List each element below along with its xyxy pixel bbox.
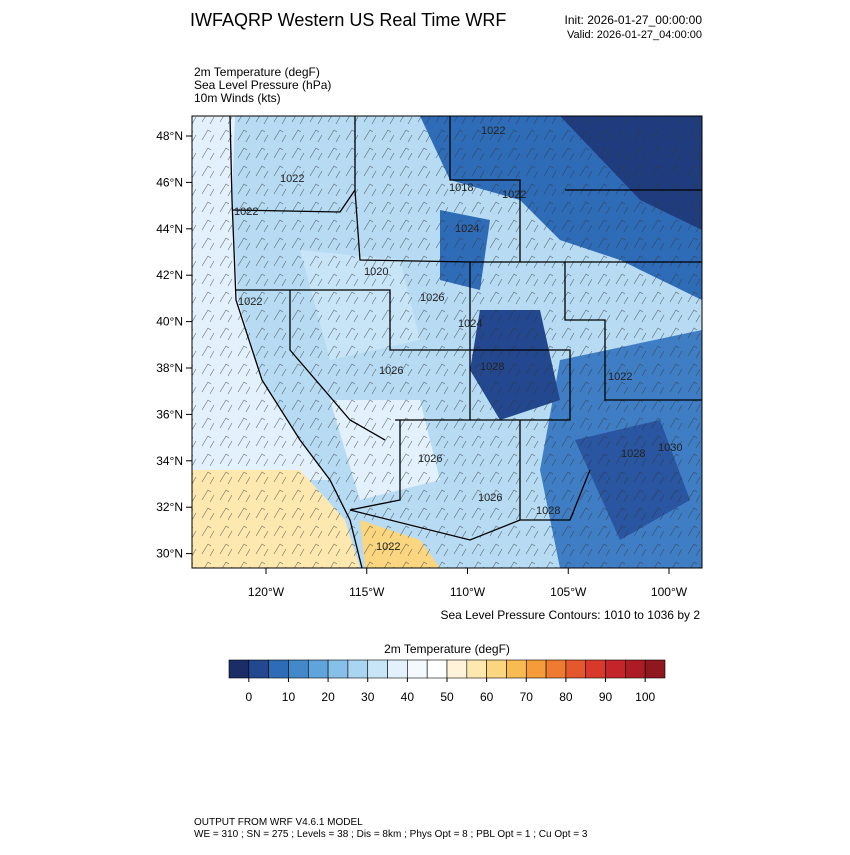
- colorbar-box: [228, 659, 250, 679]
- contour-label: 1026: [418, 453, 442, 465]
- colorbar-box: [585, 659, 606, 679]
- lat-tick-label: 40°N: [156, 315, 183, 329]
- footer: OUTPUT FROM WRF V4.6.1 MODEL: [194, 817, 363, 828]
- colorbar-box: [307, 659, 329, 679]
- contour-label: 1026: [420, 292, 444, 304]
- colorbar-box: [605, 659, 626, 679]
- contour-label: 1018: [449, 182, 473, 194]
- colorbar-box: [486, 659, 507, 679]
- colorbar-box: [387, 659, 408, 679]
- colorbar-box: [545, 659, 567, 679]
- lon-tick-label: 115°W: [349, 585, 385, 599]
- colorbar-box: [565, 659, 587, 679]
- contour-label: 1024: [458, 318, 482, 330]
- contour-label: 1022: [238, 296, 262, 308]
- map-frame: [191, 115, 703, 569]
- contour-label: 1024: [455, 223, 479, 235]
- contour-label: 1022: [280, 173, 304, 185]
- contour-label: 1028: [621, 448, 645, 460]
- lat-tick-label: 48°N: [156, 129, 183, 143]
- contour-label: 1022: [502, 189, 526, 201]
- lat-tick-label: 36°N: [156, 407, 183, 421]
- colorbar-tick-label: 70: [520, 690, 534, 704]
- colorbar-tick-label: 20: [321, 690, 335, 704]
- lon-tick-label: 120°W: [248, 585, 285, 599]
- lat-tick-label: 46°N: [156, 175, 183, 189]
- colorbar-box: [327, 659, 349, 679]
- contour-labels: 1022 1022 1022 1018 1022 1024 1020 1022 …: [234, 125, 682, 553]
- colorbar-box: [407, 659, 428, 679]
- contour-note: Sea Level Pressure Contours: 1010 to 103…: [441, 608, 701, 622]
- colorbar-box: [248, 659, 269, 679]
- colorbar-box: [625, 659, 646, 679]
- lat-tick-label: 44°N: [156, 222, 183, 236]
- colorbar-box: [466, 659, 487, 679]
- colorbar-box: [288, 659, 309, 679]
- colorbar-tick-label: 40: [401, 690, 415, 704]
- colorbar-tick-label: 80: [559, 690, 573, 704]
- lon-tick-label: 100°W: [651, 585, 688, 599]
- colorbar-box: [347, 659, 369, 679]
- title: IWFAQRP Western US Real Time WRF: [190, 10, 506, 30]
- lat-tick-label: 34°N: [156, 454, 183, 468]
- colorbar-box: [268, 659, 289, 679]
- colorbar-box: [367, 659, 388, 679]
- colorbar-title: 2m Temperature (degF): [384, 642, 510, 656]
- map-field: [192, 116, 702, 568]
- contour-label: 1028: [536, 505, 560, 517]
- colorbar-tick-label: 0: [245, 690, 252, 704]
- lon-tick-label: 110°W: [450, 585, 486, 599]
- contour-label: 1026: [478, 492, 502, 504]
- contour-label: 1022: [234, 206, 258, 218]
- field-label: 10m Winds (kts): [194, 91, 281, 105]
- lat-tick-label: 42°N: [156, 268, 183, 282]
- field-label: 2m Temperature (degF): [194, 65, 320, 79]
- lon-tick-label: 105°W: [550, 585, 587, 599]
- contour-label: 1022: [376, 541, 400, 553]
- colorbar-tick-label: 10: [282, 690, 296, 704]
- colorbar-box: [426, 659, 448, 679]
- contour-label: 1022: [608, 371, 632, 383]
- colorbar-tick-label: 90: [599, 690, 613, 704]
- valid-time: Valid: 2026-01-27_04:00:00: [567, 29, 702, 41]
- colorbar-box: [446, 659, 468, 679]
- colorbar-box: [506, 659, 527, 679]
- lat-tick-label: 30°N: [156, 547, 183, 561]
- contour-label: 1028: [480, 361, 504, 373]
- lat-tick-label: 32°N: [156, 500, 183, 514]
- colorbar-tick-label: 30: [361, 690, 375, 704]
- colorbar-tick-label: 50: [440, 690, 454, 704]
- colorbar-tick-label: 100: [635, 690, 655, 704]
- contour-label: 1022: [481, 125, 505, 137]
- init-time: Init: 2026-01-27_00:00:00: [565, 13, 703, 27]
- colorbar-box: [525, 659, 547, 679]
- colorbar-tick-label: 60: [480, 690, 494, 704]
- contour-label: 1026: [379, 365, 403, 377]
- footer: WE = 310 ; SN = 275 ; Levels = 38 ; Dis …: [194, 829, 588, 840]
- contour-label: 1020: [364, 266, 388, 278]
- field-label: Sea Level Pressure (hPa): [194, 78, 331, 92]
- contour-label: 1030: [658, 442, 682, 454]
- colorbar-box: [644, 659, 666, 679]
- lat-tick-label: 38°N: [156, 361, 183, 375]
